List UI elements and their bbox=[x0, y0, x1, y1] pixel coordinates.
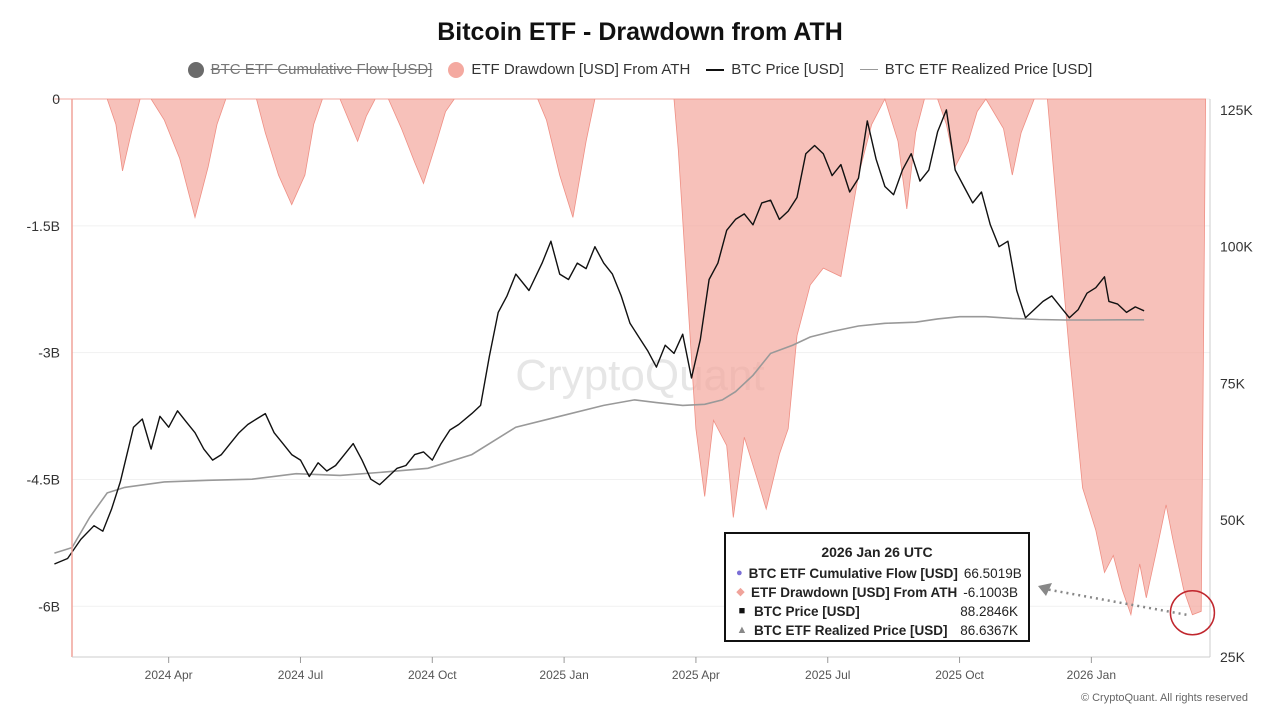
tooltip-series-name: BTC Price [USD] bbox=[754, 604, 860, 619]
legend-dot-icon bbox=[187, 61, 204, 78]
legend-label: BTC ETF Cumulative Flow [USD] bbox=[210, 61, 433, 78]
legend-line-icon bbox=[859, 69, 878, 70]
legend-item-btc-price[interactable]: BTC Price [USD] bbox=[706, 61, 844, 78]
realized-price-line bbox=[54, 315, 1145, 554]
legend-label: ETF Drawdown [USD] From ATH bbox=[471, 61, 691, 78]
left-tick-label: -6B bbox=[38, 598, 60, 614]
left-tick-label: -1.5B bbox=[27, 218, 60, 234]
legend-dot-icon bbox=[448, 61, 465, 78]
legend-label: BTC ETF Realized Price [USD] bbox=[884, 61, 1093, 78]
legend-label: BTC Price [USD] bbox=[731, 61, 844, 78]
right-tick-label: 25K bbox=[1220, 649, 1246, 665]
triangle-marker-icon: ▲ bbox=[736, 624, 748, 636]
tooltip-series-value: 66.5019B bbox=[963, 566, 1022, 581]
left-tick-label: -3B bbox=[38, 345, 60, 361]
tooltip-row: ■ BTC Price [USD] 88.2846K bbox=[736, 602, 1018, 621]
chart-title: Bitcoin ETF - Drawdown from ATH bbox=[437, 18, 843, 46]
tooltip-series-name: BTC ETF Cumulative Flow [USD] bbox=[748, 566, 958, 581]
tooltip-series-value: 88.2846K bbox=[960, 604, 1018, 619]
tooltip-series-value: 86.6367K bbox=[960, 623, 1018, 638]
x-tick-label: 2024 Apr bbox=[145, 668, 193, 682]
right-tick-label: 50K bbox=[1220, 512, 1246, 528]
legend-item-cumulative-flow[interactable]: BTC ETF Cumulative Flow [USD] bbox=[187, 61, 433, 78]
pointer-arrow bbox=[1044, 587, 1187, 616]
square-marker-icon: ■ bbox=[738, 605, 746, 617]
legend-item-realized-price[interactable]: BTC ETF Realized Price [USD] bbox=[859, 61, 1093, 78]
x-tick-label: 2025 Jan bbox=[539, 668, 588, 682]
right-tick-label: 125K bbox=[1220, 102, 1253, 118]
tooltip-series-value: -6.1003B bbox=[963, 585, 1018, 600]
drawdown-area bbox=[54, 97, 1207, 617]
highlight-circle bbox=[1169, 590, 1216, 636]
left-tick-label: -4.5B bbox=[27, 471, 60, 487]
x-tick-label: 2024 Oct bbox=[408, 668, 457, 682]
tooltip-row: ◆ ETF Drawdown [USD] From ATH -6.1003B bbox=[736, 583, 1018, 602]
data-tooltip: 2026 Jan 26 UTC ● BTC ETF Cumulative Flo… bbox=[724, 532, 1030, 642]
right-tick-label: 75K bbox=[1220, 375, 1246, 391]
btc-price-line bbox=[54, 109, 1145, 565]
tooltip-series-name: BTC ETF Realized Price [USD] bbox=[754, 623, 948, 638]
x-tick-label: 2025 Apr bbox=[672, 668, 720, 682]
right-tick-label: 100K bbox=[1220, 239, 1253, 255]
legend-line-icon bbox=[706, 68, 725, 71]
x-tick-label: 2024 Jul bbox=[278, 668, 323, 682]
tooltip-row: ● BTC ETF Cumulative Flow [USD] 66.5019B bbox=[736, 564, 1022, 583]
legend: BTC ETF Cumulative Flow [USD] ETF Drawdo… bbox=[0, 61, 1280, 78]
x-tick-label: 2025 Jul bbox=[805, 668, 850, 682]
copyright-credit: © CryptoQuant. All rights reserved bbox=[1080, 692, 1248, 704]
circle-marker-icon: ● bbox=[736, 567, 743, 579]
diamond-marker-icon: ◆ bbox=[736, 586, 745, 598]
x-tick-label: 2025 Oct bbox=[935, 668, 984, 682]
tooltip-row: ▲ BTC ETF Realized Price [USD] 86.6367K bbox=[736, 621, 1018, 640]
legend-item-etf-drawdown[interactable]: ETF Drawdown [USD] From ATH bbox=[448, 61, 690, 78]
tooltip-series-name: ETF Drawdown [USD] From ATH bbox=[750, 585, 958, 600]
tooltip-date: 2026 Jan 26 UTC bbox=[821, 544, 933, 560]
arrow-head-icon bbox=[1038, 583, 1052, 596]
x-tick-label: 2026 Jan bbox=[1067, 668, 1116, 682]
left-tick-label: 0 bbox=[52, 91, 60, 107]
